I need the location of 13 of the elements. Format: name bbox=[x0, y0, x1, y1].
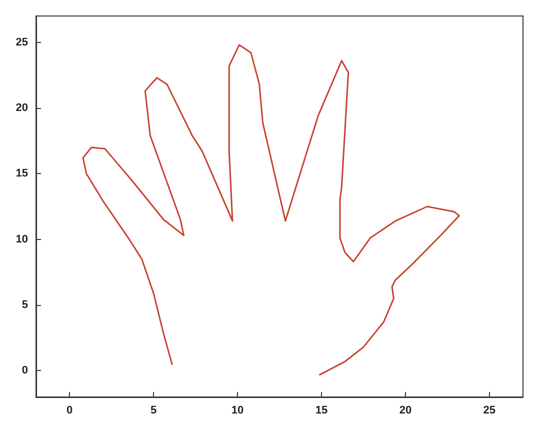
x-tick-label: 20 bbox=[399, 404, 412, 416]
y-tick-label: 25 bbox=[16, 36, 28, 48]
line-series bbox=[82, 44, 460, 376]
y-tick-label: 15 bbox=[16, 168, 28, 180]
x-tick-label: 25 bbox=[483, 404, 496, 416]
x-tick-label: 10 bbox=[231, 404, 244, 416]
y-tick-label: 20 bbox=[16, 102, 28, 114]
x-tick-label: 0 bbox=[66, 404, 73, 416]
x-tick-label: 15 bbox=[315, 404, 328, 416]
x-tick-label: 5 bbox=[150, 404, 157, 416]
y-tick-label: 10 bbox=[16, 233, 28, 246]
y-tick-label: 5 bbox=[22, 299, 28, 312]
y-tick-label: 0 bbox=[22, 364, 28, 377]
